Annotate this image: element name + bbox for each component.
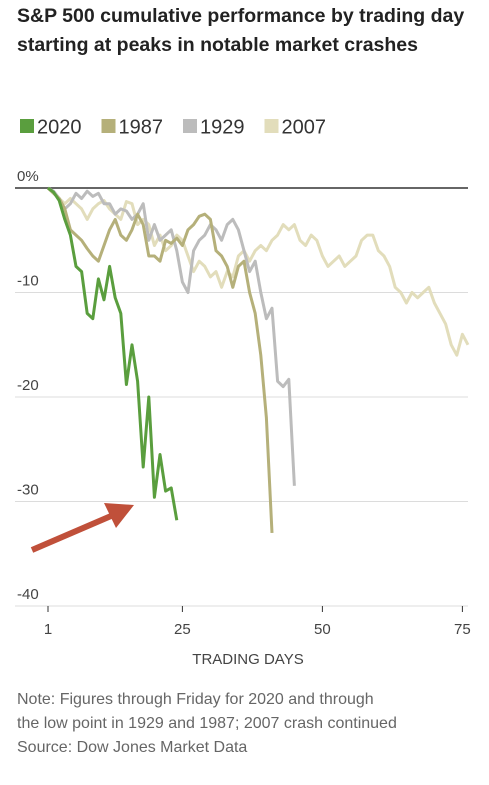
chart: 2020 1987 1929 2007 0% -10 -20 -30 -40 1 25 50 75 TR… [15,116,471,668]
x-tick-label: 25 [174,621,191,638]
legend-swatch [101,119,116,133]
series-line [47,186,296,486]
legend-swatch [183,119,197,133]
y-tick-label: -30 [17,481,39,498]
annotation-arrow-head [104,503,134,528]
legend-label: 1987 [119,116,164,138]
note-line: Source: Dow Jones Market Data [17,739,248,756]
note-line: Note: Figures through Friday for 2020 an… [17,691,374,708]
legend-label: 2020 [37,116,82,138]
y-tick-label: -10 [17,272,39,289]
legend-swatch [264,119,279,133]
series-line [47,186,179,521]
note: Note: Figures through Friday for 2020 an… [17,688,482,760]
legend-label: 2007 [282,116,327,138]
x-tick-label: 50 [314,621,331,638]
y-tick-label: 0% [17,168,39,185]
note-line: the low point in 1929 and 1987; 2007 cra… [17,715,397,732]
legend-label: 1929 [200,116,245,138]
plot-area: 0% -10 -20 -30 -40 1 25 50 75 TRADING DAYS [15,168,471,668]
legend-swatch [20,119,34,133]
annotation-arrow-shaft [30,510,120,553]
x-axis-label: TRADING DAYS [192,651,303,668]
chart-title: S&P 500 cumulative performance by tradin… [17,5,465,56]
x-tick-label: 1 [44,621,52,638]
x-tick-label: 75 [454,621,471,638]
legend: 2020 1987 1929 2007 [20,116,326,138]
series-line [46,186,274,533]
series-line [46,186,470,357]
y-tick-label: -20 [17,377,39,394]
y-tick-label: -40 [17,586,39,603]
